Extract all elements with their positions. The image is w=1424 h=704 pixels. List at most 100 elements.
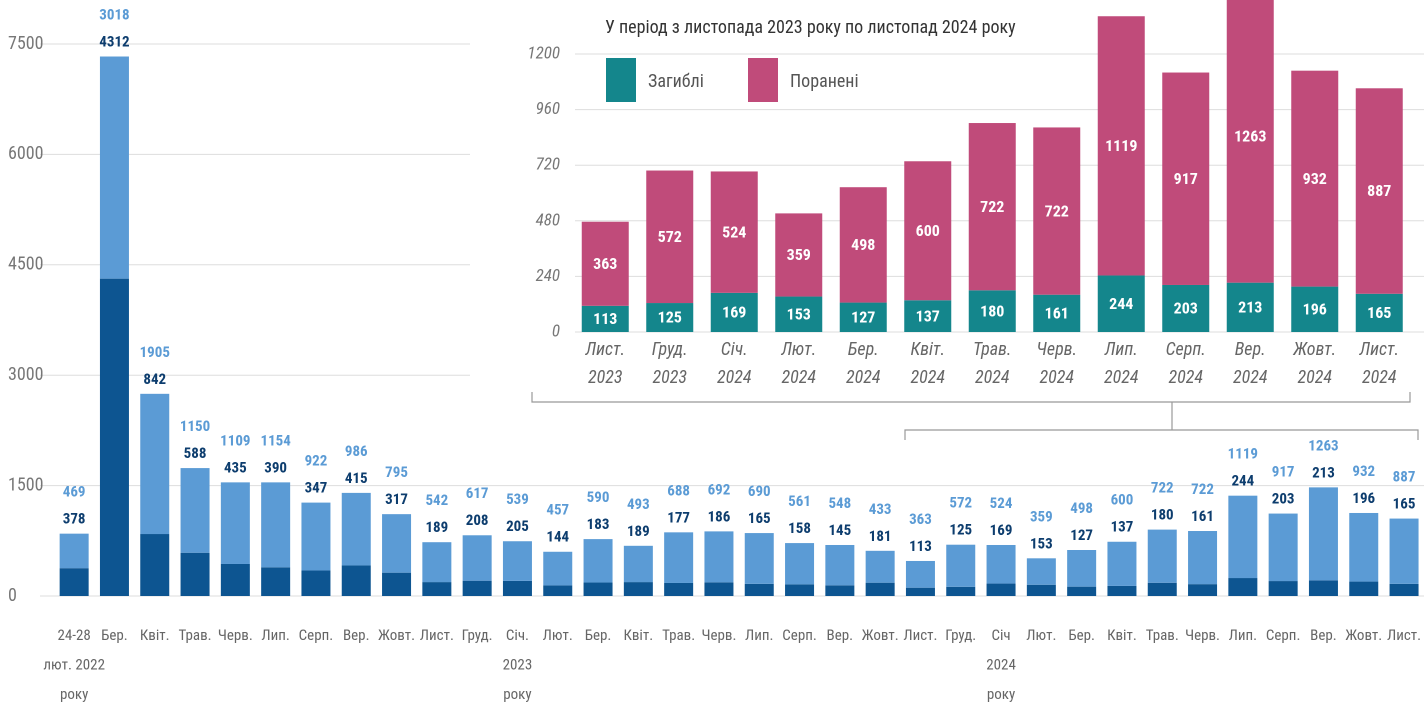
value-label: 1109 [220, 431, 250, 449]
value-label: 205 [506, 517, 529, 535]
bar-segment [1147, 582, 1177, 596]
y-tick-label: 720 [536, 155, 560, 175]
value-label: 317 [385, 490, 408, 508]
x-tick-label: Вер. 2024 [1233, 339, 1268, 388]
value-label: 244 [1109, 294, 1133, 313]
value-label: 722 [1045, 201, 1069, 220]
y-tick-label: 6000 [8, 143, 44, 164]
x-tick-label: Серп. 2024 [1166, 339, 1206, 388]
bar-segment [1067, 586, 1097, 596]
bar-segment [99, 278, 129, 596]
bar-segment [1107, 541, 1137, 586]
x-tick-label: Серп. [299, 626, 334, 644]
bar-segment [744, 533, 774, 584]
value-label: 189 [627, 522, 650, 540]
legend-swatch [748, 58, 778, 102]
bar-segment [865, 582, 895, 596]
bar-segment [839, 302, 887, 332]
bar-segment [1033, 294, 1081, 332]
y-tick-label: 480 [536, 210, 560, 230]
value-label: 435 [224, 458, 247, 476]
value-label: 183 [587, 515, 610, 533]
bar-segment [140, 393, 170, 535]
value-label: 161 [1045, 304, 1069, 323]
bar-segment [180, 552, 210, 596]
bar-segment [1226, 0, 1274, 283]
value-label: 1263 [1234, 127, 1266, 146]
bar-segment [301, 502, 331, 571]
bar-segment [1389, 518, 1419, 584]
bar-segment [785, 543, 815, 585]
value-label: 180 [1151, 506, 1174, 524]
y-tick-label: 3000 [8, 364, 44, 385]
x-tick-label: Бер. [101, 626, 128, 644]
bar-segment [462, 535, 492, 581]
x-tick-label: Лип. [261, 626, 289, 644]
bar-segment [341, 565, 371, 596]
legend-swatch [606, 58, 636, 102]
x-tick-label: Трав. 2024 [973, 339, 1012, 388]
x-tick-label: Квіт. [623, 626, 653, 644]
value-label: 498 [851, 235, 875, 254]
bar-segment [59, 568, 89, 596]
value-label: 213 [1312, 463, 1335, 481]
bar-segment [422, 542, 452, 583]
value-label: 588 [184, 444, 207, 462]
x-tick-label: Серп. [782, 626, 817, 644]
bar-segment [785, 584, 815, 596]
value-label: 932 [1303, 169, 1327, 188]
value-label: 127 [851, 308, 875, 327]
value-label: 617 [466, 484, 489, 502]
bar-segment [946, 586, 976, 596]
bar-segment [710, 292, 758, 332]
x-tick-label: Трав. [662, 626, 695, 644]
bar-segment [1147, 529, 1177, 583]
x-tick-label: Жовт. [862, 626, 899, 644]
x-tick-label: Лют. [1026, 626, 1056, 644]
bar-segment [422, 582, 452, 596]
x-tick-label: Вер. [343, 626, 370, 644]
value-label: 887 [1367, 181, 1391, 200]
bar-segment [1188, 531, 1218, 585]
bar-segment [710, 171, 758, 293]
value-label: 378 [63, 510, 86, 528]
value-label: 169 [990, 521, 1013, 539]
bar-segment [664, 582, 694, 596]
value-label: 169 [722, 303, 746, 322]
value-label: 165 [1367, 303, 1391, 322]
bar-segment [664, 532, 694, 583]
value-label: 561 [788, 492, 811, 510]
value-label: 922 [305, 452, 328, 470]
value-label: 137 [1111, 518, 1134, 536]
bar-segment [581, 221, 629, 306]
bar-segment [1226, 282, 1274, 332]
x-tick-label: Лип. 2024 [1104, 339, 1139, 388]
value-label: 1263 [1308, 436, 1338, 454]
bar-segment [775, 213, 823, 297]
value-label: 213 [1238, 298, 1262, 317]
bar-segment [744, 583, 774, 596]
y-tick-label: 960 [536, 99, 560, 119]
value-label: 3018 [99, 5, 129, 23]
bar-segment [1349, 512, 1379, 582]
connector-bracket [531, 392, 1419, 440]
chart-title: У період з листопада 2023 року по листоп… [605, 17, 1016, 38]
bar-segment [623, 582, 653, 596]
x-tick-label: Лист. [1387, 626, 1421, 644]
bar-segment [382, 572, 412, 596]
bar-segment [220, 482, 250, 564]
bar-segment [543, 585, 573, 596]
value-label: 917 [1174, 169, 1198, 188]
x-tick-label: Груд. [462, 626, 493, 644]
legend-label: Поранені [790, 71, 859, 92]
bar-segment [1033, 127, 1081, 295]
bar-segment [704, 531, 734, 583]
value-label: 359 [787, 245, 811, 264]
bar-segment [946, 544, 976, 587]
value-label: 415 [345, 469, 368, 487]
bar-segment [904, 161, 952, 301]
x-tick-label: Трав. [1146, 626, 1179, 644]
x-tick-label: Жовт. [378, 626, 415, 644]
value-label: 1154 [260, 431, 291, 449]
value-label: 113 [909, 537, 932, 555]
